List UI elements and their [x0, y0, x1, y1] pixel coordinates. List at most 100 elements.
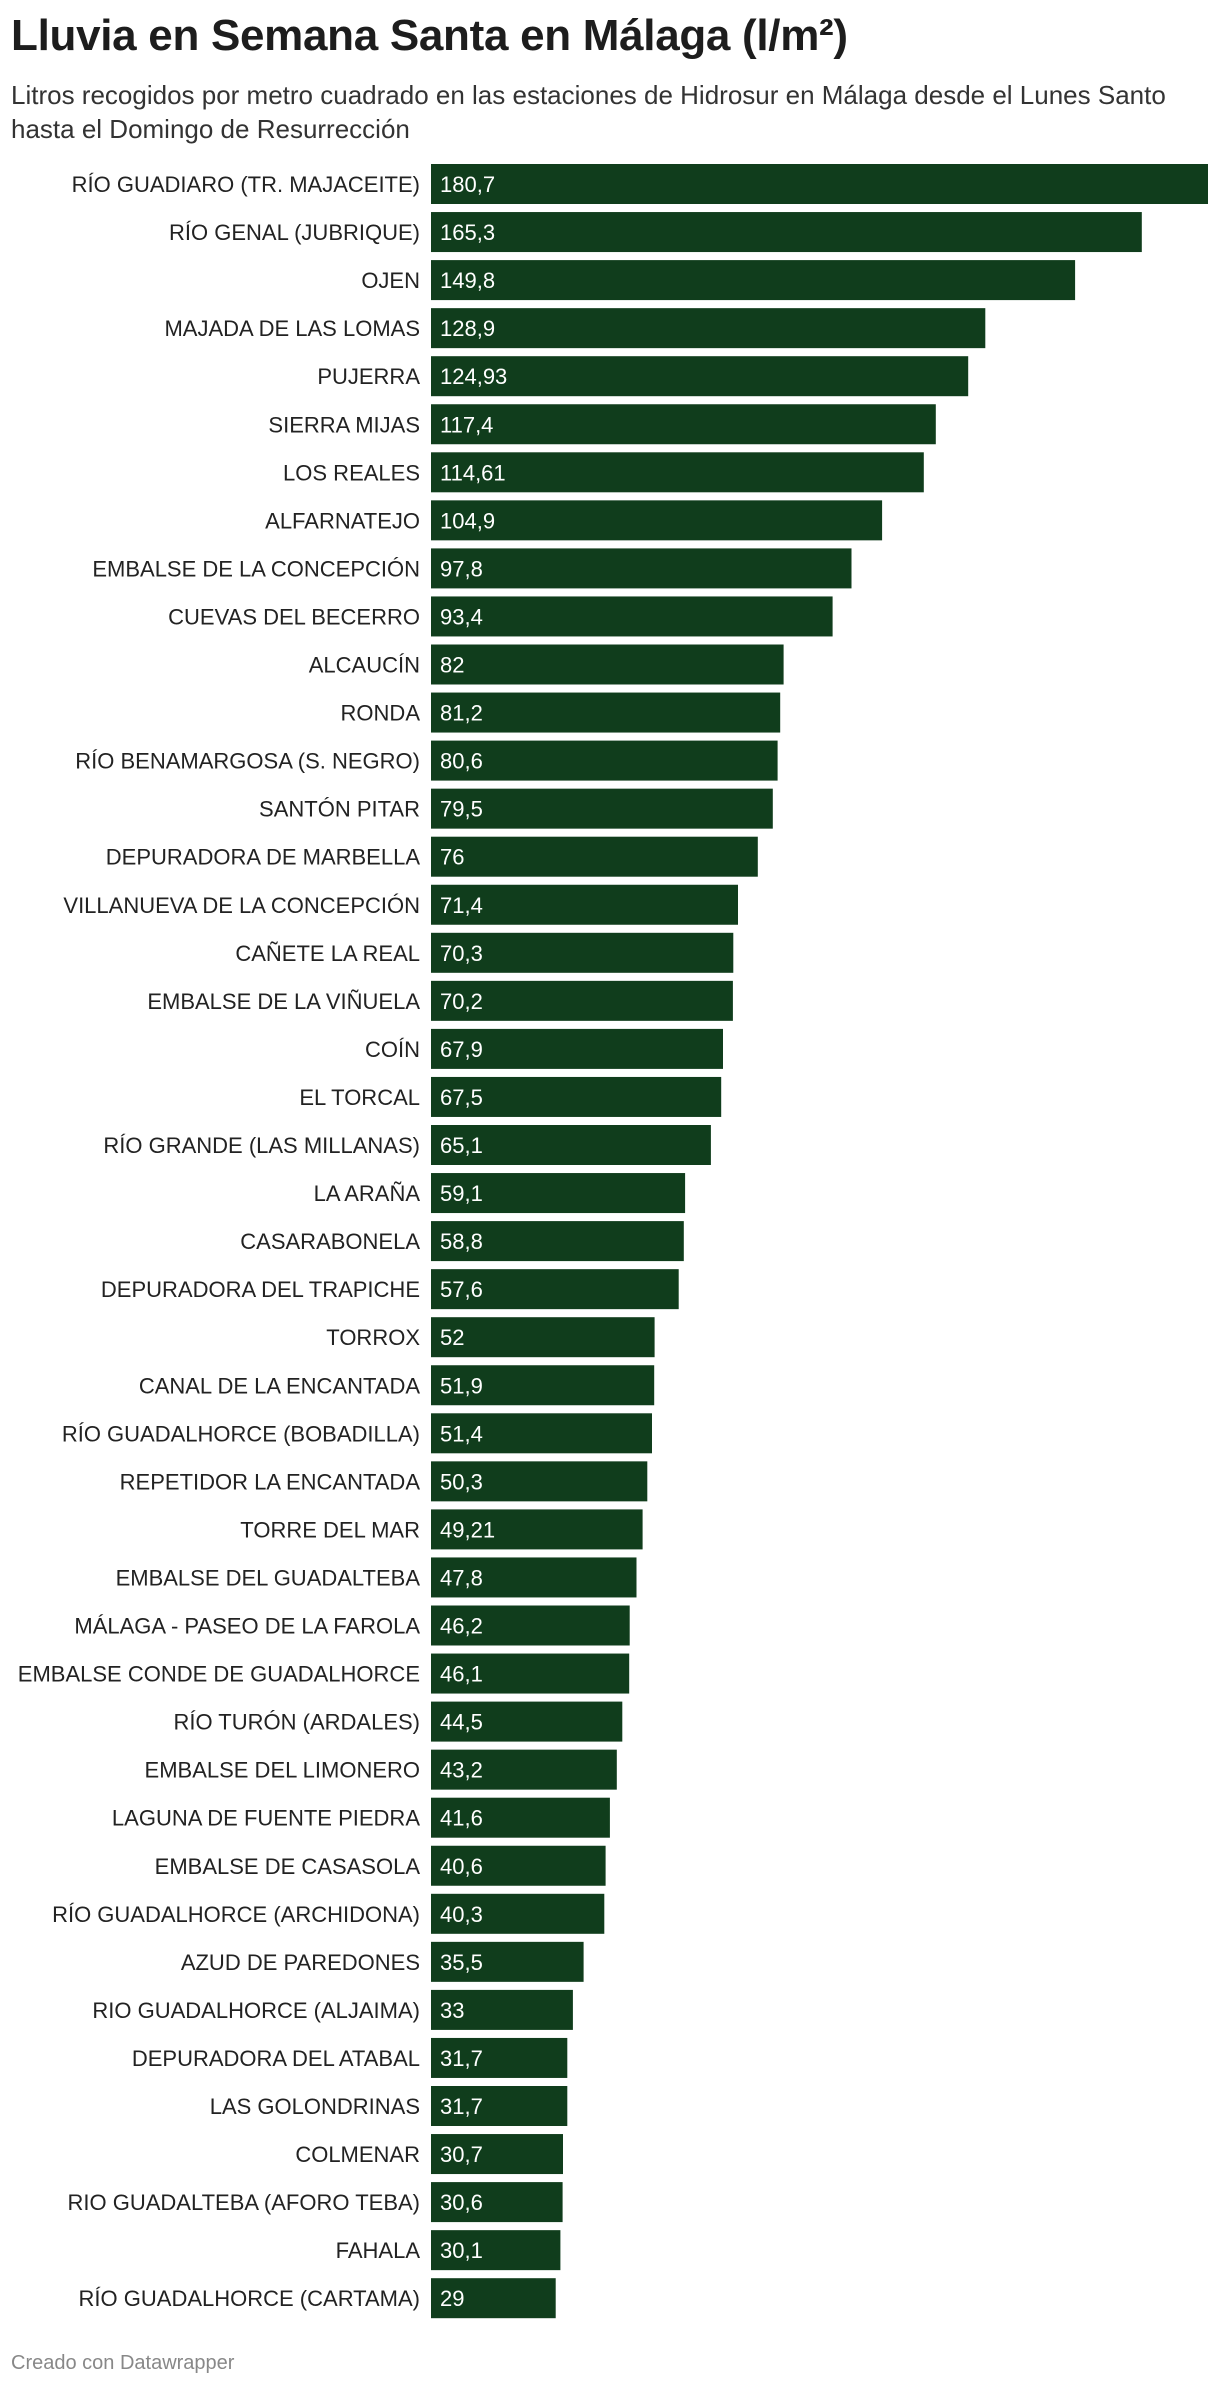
bar-value-label: 149,8 [440, 268, 495, 293]
bar[interactable] [431, 2278, 556, 2319]
bar[interactable] [431, 1125, 711, 1165]
category-label: CUEVAS DEL BECERRO [168, 604, 420, 629]
bar-value-label: 70,3 [440, 941, 483, 966]
bar[interactable] [431, 692, 781, 733]
category-label: COLMENAR [295, 2142, 420, 2167]
bar-value-label: 81,2 [440, 701, 483, 726]
chart-subtitle: Litros recogidos por metro cuadrado en l… [11, 80, 1166, 144]
bar[interactable] [431, 1365, 655, 1406]
category-label: VILLANUEVA DE LA CONCEPCIÓN [63, 893, 420, 918]
bar-value-label: 165,3 [440, 220, 495, 245]
bar[interactable] [431, 1797, 610, 1838]
bar[interactable] [431, 884, 738, 925]
bar-chart: RÍO GUADIARO (TR. MAJACEITE) 180,7 RÍO GEN… [18, 164, 1208, 2319]
bar[interactable] [431, 1749, 617, 1790]
bar[interactable] [431, 452, 924, 493]
bar[interactable] [431, 644, 784, 685]
category-label: ALCAUCÍN [309, 653, 420, 678]
bar-value-label: 52 [440, 1325, 464, 1350]
bar[interactable] [431, 2037, 568, 2078]
bar[interactable] [431, 2134, 563, 2175]
bar[interactable] [431, 356, 969, 397]
bar[interactable] [431, 932, 734, 973]
bar[interactable] [431, 836, 758, 877]
bar[interactable] [431, 500, 883, 541]
bar-value-label: 30,1 [440, 2238, 483, 2263]
bar[interactable] [431, 404, 936, 445]
category-label: EMBALSE DE LA VIÑUELA [147, 989, 420, 1014]
bar[interactable] [431, 1076, 722, 1117]
bar[interactable] [431, 1605, 630, 1646]
category-label: LA ARAÑA [314, 1181, 421, 1206]
bar[interactable] [431, 548, 852, 589]
category-label: RÍO GUADALHORCE (ARCHIDONA) [52, 1902, 420, 1927]
category-label: LAGUNA DE FUENTE PIEDRA [112, 1806, 420, 1831]
chart-title: Lluvia en Semana Santa en Málaga (l/m²) [11, 11, 848, 60]
bar-value-label: 59,1 [440, 1181, 483, 1206]
category-label: RONDA [341, 701, 421, 726]
bar[interactable] [431, 788, 773, 829]
bar[interactable] [431, 1653, 630, 1694]
bar[interactable] [431, 2086, 568, 2126]
bar-value-label: 93,4 [440, 604, 483, 629]
bar[interactable] [431, 1028, 723, 1069]
bar[interactable] [431, 1509, 643, 1550]
bar[interactable] [431, 1413, 652, 1454]
bar[interactable] [431, 740, 778, 781]
bar[interactable] [431, 1221, 684, 1262]
category-label: AZUD DE PAREDONES [181, 1950, 420, 1975]
bar[interactable] [431, 1701, 623, 1742]
bar[interactable] [431, 596, 833, 637]
category-label: TORRE DEL MAR [240, 1517, 420, 1542]
bar-value-label: 47,8 [440, 1565, 483, 1590]
category-label: MÁLAGA - PASEO DE LA FAROLA [74, 1614, 420, 1639]
bar[interactable] [431, 1989, 573, 2030]
bar[interactable] [431, 260, 1076, 301]
bar[interactable] [431, 1845, 606, 1886]
bar[interactable] [431, 1941, 584, 1982]
bar[interactable] [431, 1893, 605, 1934]
bar-value-label: 33 [440, 1998, 464, 2023]
bar-value-label: 180,7 [440, 172, 495, 197]
category-label: EMBALSE DE LA CONCEPCIÓN [92, 556, 420, 581]
bar-value-label: 79,5 [440, 797, 483, 822]
category-label: REPETIDOR LA ENCANTADA [120, 1469, 421, 1494]
bar[interactable] [431, 308, 986, 349]
bar-value-label: 104,9 [440, 508, 495, 533]
category-label: EMBALSE DEL GUADALTEBA [116, 1565, 421, 1590]
bar-value-label: 30,7 [440, 2142, 483, 2167]
bar[interactable] [431, 1269, 679, 1310]
bar[interactable] [431, 2182, 563, 2223]
category-label: SANTÓN PITAR [259, 797, 420, 822]
bar[interactable] [431, 1557, 637, 1598]
category-label: RÍO GRANDE (LAS MILLANAS) [103, 1133, 420, 1158]
category-label: EMBALSE DE CASASOLA [155, 1854, 421, 1879]
bar[interactable] [431, 2230, 561, 2271]
bar-value-label: 65,1 [440, 1133, 483, 1158]
credit-footer[interactable]: Creado con Datawrapper [11, 2352, 235, 2374]
bar[interactable] [431, 980, 733, 1021]
bar-value-label: 128,9 [440, 316, 495, 341]
bar-value-label: 30,6 [440, 2190, 483, 2215]
bar-value-label: 124,93 [440, 364, 507, 389]
category-label: TORROX [326, 1325, 420, 1350]
bar-value-label: 46,1 [440, 1662, 483, 1687]
category-label: RÍO TURÓN (ARDALES) [173, 1710, 420, 1735]
bar-value-label: 76 [440, 845, 464, 870]
bar[interactable] [431, 212, 1142, 253]
bar-value-label: 67,5 [440, 1085, 483, 1110]
bar-value-label: 51,9 [440, 1373, 483, 1398]
category-label: FAHALA [336, 2238, 421, 2263]
category-label: RÍO GUADALHORCE (BOBADILLA) [62, 1421, 420, 1446]
bar-value-label: 97,8 [440, 556, 483, 581]
bar-value-label: 57,6 [440, 1277, 483, 1302]
bar-value-label: 67,9 [440, 1037, 483, 1062]
bar[interactable] [431, 1461, 648, 1502]
category-label: DEPURADORA DEL ATABAL [132, 2046, 420, 2071]
bar[interactable] [431, 1173, 686, 1214]
category-label: EMBALSE DEL LIMONERO [145, 1758, 420, 1783]
category-label: DEPURADORA DE MARBELLA [106, 845, 421, 870]
category-label: MAJADA DE LAS LOMAS [164, 316, 420, 341]
bar[interactable] [431, 164, 1208, 204]
bar[interactable] [431, 1317, 655, 1358]
